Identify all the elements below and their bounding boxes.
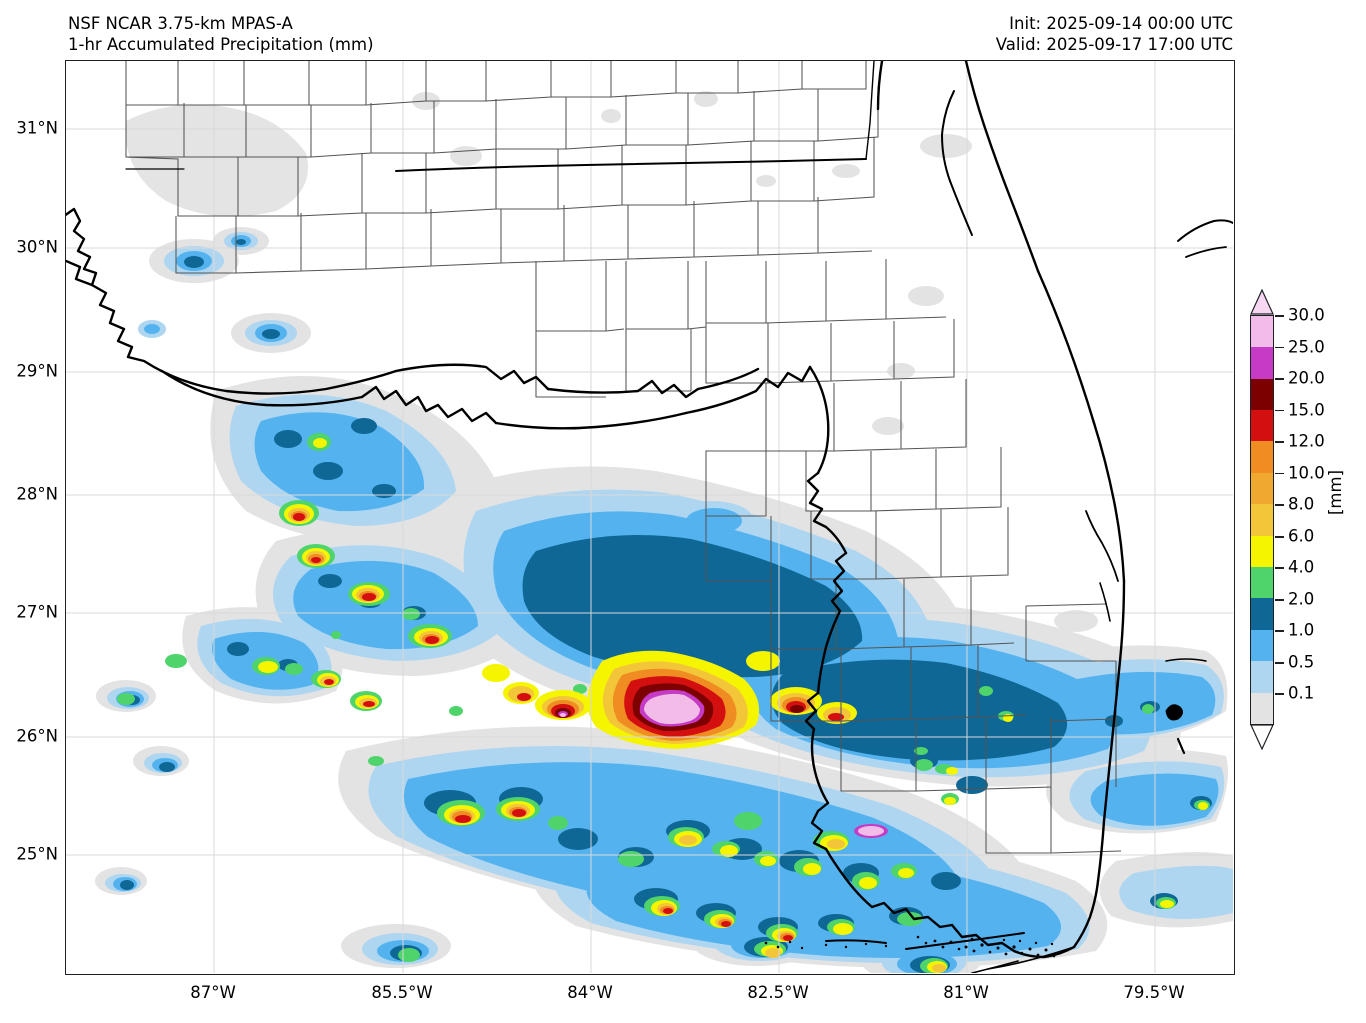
x-tick-label: 79.5°W — [1123, 983, 1185, 1002]
colorbar-tick — [1275, 378, 1284, 380]
colorbar-tick-label: 6.0 — [1288, 526, 1315, 546]
y-tick-label: 28°N — [16, 484, 58, 504]
map-canvas — [66, 61, 1233, 973]
colorbar-band — [1251, 504, 1273, 536]
colorbar-tick — [1275, 472, 1284, 475]
colorbar-band — [1251, 692, 1273, 724]
colorbar-tick-label: 4.0 — [1288, 557, 1315, 577]
model-name: NSF NCAR 3.75-km MPAS-A — [68, 14, 293, 33]
county-boundaries — [125, 61, 1122, 854]
colorbar-tick-label: 25.0 — [1288, 337, 1325, 357]
colorbar-tick — [1275, 504, 1284, 507]
colorbar-band — [1251, 629, 1273, 662]
colorbar-tick — [1275, 693, 1284, 696]
colorbar-tick — [1275, 661, 1284, 664]
precip-trace-30 — [560, 693, 884, 836]
colorbar-tick-label: 30.0 — [1288, 305, 1325, 325]
map-axes[interactable] — [65, 60, 1235, 975]
y-tick-label: 25°N — [16, 844, 58, 864]
colorbar-tick — [1275, 441, 1284, 443]
colorbar-band — [1251, 535, 1273, 568]
x-tick-label: 81°W — [943, 983, 989, 1002]
y-tick-label: 27°N — [16, 602, 58, 622]
model-title-block: NSF NCAR 3.75-km MPAS-A 1-hr Accumulated … — [68, 13, 374, 55]
colorbar-tick — [1275, 630, 1284, 633]
colorbar-tick-label: 8.0 — [1288, 494, 1315, 514]
colorbar-tick — [1275, 346, 1284, 349]
colorbar-band — [1251, 598, 1273, 630]
colorbar-tick — [1275, 535, 1284, 538]
colorbar-band — [1251, 441, 1273, 473]
y-tick-label: 31°N — [16, 118, 58, 138]
x-tick-label: 82.5°W — [747, 983, 809, 1002]
x-tick-label: 84°W — [567, 983, 613, 1002]
colorbar-tick — [1275, 315, 1284, 317]
colorbar-tick-label: 10.0 — [1288, 463, 1325, 483]
colorbar-under-arrow — [1250, 724, 1274, 750]
colorbar-tick — [1275, 567, 1284, 570]
colorbar[interactable]: 0.1 0.5 1.0 2.0 4.0 6.0 8.0 10.0 12.0 15.0 20.0 25.… — [1250, 289, 1325, 750]
colorbar-tick-label: 12.0 — [1288, 431, 1325, 451]
colorbar-band — [1251, 472, 1273, 505]
colorbar-over-arrow — [1250, 289, 1274, 315]
y-tick-label: 29°N — [16, 361, 58, 381]
colorbar-band — [1251, 567, 1273, 599]
colorbar-tick-label: 0.1 — [1288, 683, 1315, 703]
coastline — [66, 61, 1233, 973]
colorbar-unit-label: [mm] — [1326, 469, 1345, 515]
colorbar-tick — [1275, 598, 1284, 601]
colorbar-band — [1251, 661, 1273, 693]
colorbar-tick — [1275, 409, 1284, 412]
colorbar-bands — [1250, 315, 1274, 725]
colorbar-band — [1251, 315, 1273, 348]
colorbar-band — [1251, 378, 1273, 411]
colorbar-tick-label: 20.0 — [1288, 368, 1325, 388]
colorbar-band — [1251, 347, 1273, 379]
colorbar-tick-label: 2.0 — [1288, 589, 1315, 609]
x-tick-label: 85.5°W — [371, 983, 433, 1002]
y-tick-label: 26°N — [16, 726, 58, 746]
y-tick-label: 30°N — [16, 237, 58, 257]
valid-time-block: Init: 2025-09-14 00:00 UTC Valid: 2025-09… — [996, 13, 1233, 55]
colorbar-band — [1251, 410, 1273, 442]
field-name: 1-hr Accumulated Precipitation (mm) — [68, 35, 374, 54]
colorbar-tick-label: 0.5 — [1288, 652, 1315, 672]
florida-keys-stipple — [764, 935, 1056, 958]
colorbar-tick-label: 15.0 — [1288, 400, 1325, 420]
init-time: Init: 2025-09-14 00:00 UTC — [1009, 14, 1233, 33]
valid-time: Valid: 2025-09-17 17:00 UTC — [995, 35, 1233, 54]
colorbar-tick-label: 1.0 — [1288, 620, 1315, 640]
x-tick-label: 87°W — [190, 983, 236, 1002]
